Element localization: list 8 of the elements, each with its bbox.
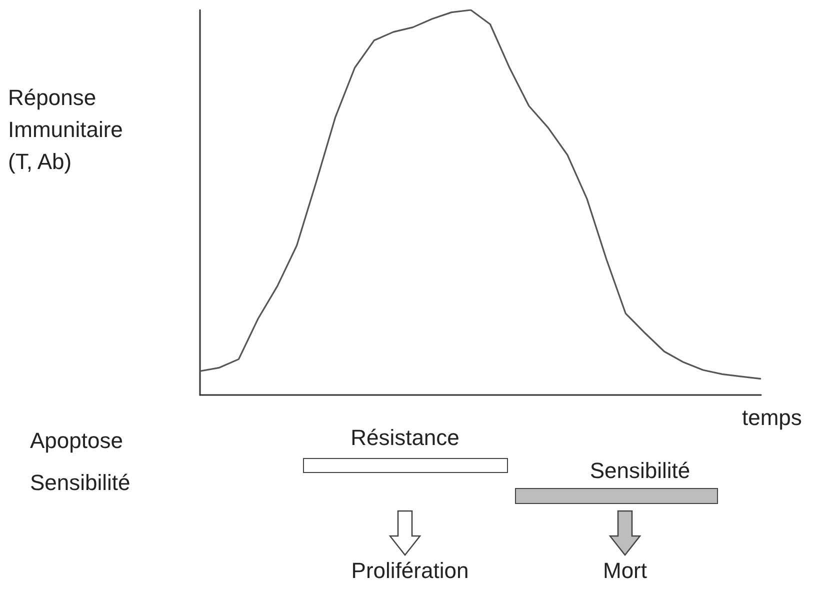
text: Apoptose — [30, 428, 123, 454]
x-axis-title: temps — [742, 405, 802, 432]
text: Sensibilité — [590, 458, 690, 484]
y-axis-title: Réponse Immunitaire (T, Ab) — [8, 84, 124, 176]
text: Prolifération — [351, 558, 469, 584]
text: Résistance — [350, 425, 460, 452]
text: Sensibilité — [30, 470, 130, 496]
text: Mort — [603, 558, 647, 584]
